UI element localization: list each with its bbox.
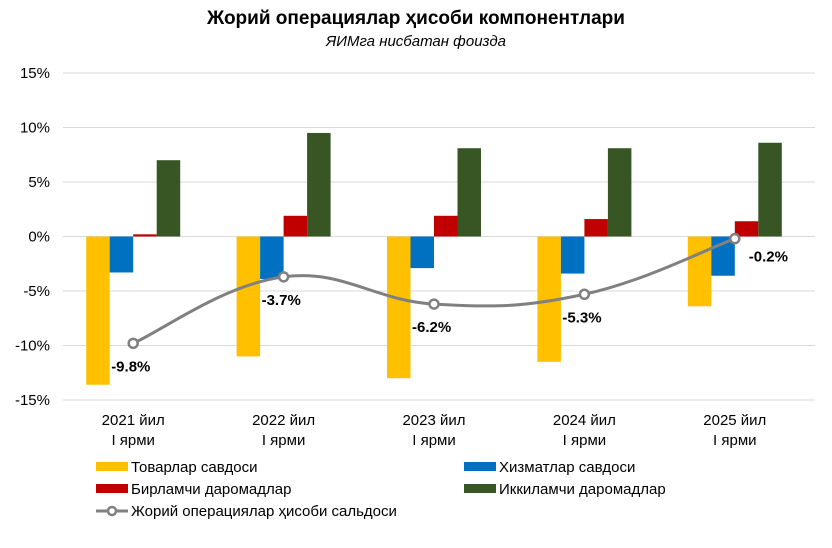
- balance-marker: [127, 337, 139, 350]
- x-category-label: 2024 йил: [553, 412, 616, 429]
- y-tick-label: 0%: [28, 229, 50, 246]
- bar-1: [387, 236, 411, 379]
- bar-1: [86, 236, 110, 385]
- x-category-label: I ярми: [563, 432, 607, 449]
- bar-4: [307, 132, 331, 237]
- bar-3: [283, 215, 308, 237]
- balance-data-label: -3.7%: [262, 292, 301, 309]
- balance-data-label: -0.2%: [749, 249, 788, 266]
- y-tick-label: 5%: [28, 174, 50, 191]
- bar-4: [758, 142, 782, 237]
- legend-swatch: [464, 484, 496, 493]
- bar-4: [457, 148, 481, 237]
- bar-3: [734, 221, 759, 237]
- legend-swatch: [96, 462, 128, 471]
- bar-4: [156, 160, 181, 237]
- bar-2: [109, 236, 134, 273]
- y-axis-ticks: 15% 10% 5% 0% -5% -10% -15%: [15, 65, 50, 409]
- bar-2: [560, 236, 585, 274]
- legend-marker: [106, 505, 118, 517]
- x-category-label: I ярми: [412, 432, 456, 449]
- balance-data-label: -9.8%: [111, 358, 150, 375]
- x-category-label: I ярми: [713, 432, 757, 449]
- balance-marker: [428, 298, 440, 310]
- balance-marker: [729, 232, 741, 245]
- legend-swatch: [464, 462, 496, 471]
- y-tick-label: -10%: [15, 338, 50, 355]
- balance-data-label: -6.2%: [412, 319, 451, 336]
- x-category-label: 2021 йил: [102, 412, 165, 429]
- balance-line: -9.8% -3.7% -6.2% -5.3% -0.2%: [111, 232, 788, 375]
- gridlines: [63, 72, 815, 401]
- x-category-label: I ярми: [111, 432, 155, 449]
- y-tick-label: 15%: [20, 65, 50, 82]
- chart-title: Жорий операциялар ҳисоби компонентлари: [206, 8, 625, 29]
- x-category-label: 2022 йил: [252, 412, 315, 429]
- bar-4: [607, 148, 632, 237]
- balance-marker: [578, 288, 591, 301]
- bar-1: [236, 236, 261, 357]
- y-tick-label: -15%: [15, 392, 50, 409]
- y-tick-label: -5%: [23, 283, 50, 300]
- bar-1: [537, 236, 561, 362]
- bar-1: [687, 236, 712, 307]
- legend-label: Товарлар савдоси: [131, 459, 258, 476]
- bar-3: [434, 215, 458, 237]
- y-tick-label: 10%: [20, 120, 50, 137]
- x-axis-categories: 2021 йил I ярми 2022 йил I ярми 2023 йил I яр…: [102, 412, 767, 449]
- legend-swatch: [96, 484, 128, 493]
- x-category-label: 2025 йил: [703, 412, 766, 429]
- balance-marker: [277, 271, 290, 283]
- bar-3: [133, 234, 157, 237]
- bar-2: [260, 236, 284, 280]
- legend-label: Жорий операциялар ҳисоби сальдоси: [131, 503, 397, 520]
- chart-subtitle: ЯИМга нисбатан фоизда: [325, 33, 506, 50]
- legend: Товарлар савдоси Хизматлар савдоси Бирламч…: [96, 459, 666, 520]
- legend-label: Хизматлар савдоси: [499, 459, 635, 476]
- bars: [86, 132, 782, 385]
- bar-3: [584, 219, 608, 237]
- x-category-label: 2023 йил: [402, 412, 465, 429]
- legend-label: Иккиламчи даромадлар: [499, 481, 666, 498]
- balance-data-label: -5.3%: [562, 309, 601, 326]
- bar-2: [410, 236, 434, 269]
- legend-label: Бирламчи даромадлар: [131, 481, 291, 498]
- x-category-label: I ярми: [262, 432, 306, 449]
